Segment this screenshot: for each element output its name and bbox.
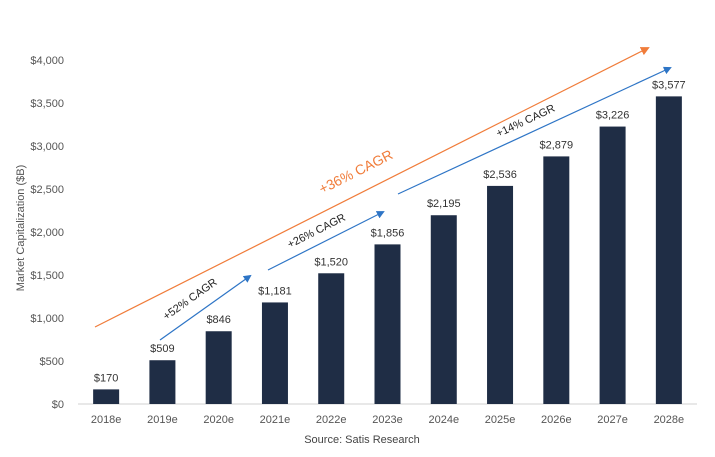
x-axis-ticks: 2018e 2019e 2020e 2021e 2022e 2023e 2024e 2025e…	[91, 414, 684, 426]
bars	[93, 96, 682, 405]
x-tick-label: 2019e	[147, 414, 178, 426]
cagr-label: +36% CAGR	[316, 146, 395, 197]
data-label: $1,181	[258, 285, 292, 297]
data-label: $846	[206, 314, 230, 326]
x-tick-label: 2025e	[485, 414, 516, 426]
data-label: $3,577	[652, 79, 686, 91]
bar	[261, 302, 288, 404]
x-tick-label: 2026e	[541, 414, 572, 426]
data-label: $3,226	[596, 110, 630, 122]
x-tick-label: 2020e	[203, 414, 234, 426]
cagr-arrow	[94, 47, 650, 328]
bar	[655, 96, 682, 405]
bar	[374, 244, 401, 404]
bar	[599, 126, 626, 405]
y-axis-title-group: Market Capitalization ($B)	[15, 165, 27, 292]
y-tick-label: $4,000	[30, 55, 64, 67]
x-tick-label: 2028e	[654, 414, 685, 426]
bar	[430, 215, 457, 404]
x-tick-label: 2018e	[91, 414, 122, 426]
y-axis-title: Market Capitalization ($B)	[15, 165, 27, 292]
bar	[149, 360, 176, 404]
y-tick-label: $0	[52, 399, 64, 411]
x-tick-label: 2027e	[597, 414, 628, 426]
x-tick-label: 2022e	[316, 414, 347, 426]
cagr-arrow	[267, 211, 385, 271]
data-label: $2,195	[427, 198, 461, 210]
y-tick-label: $1,500	[30, 270, 64, 282]
source-note: Source: Satis Research	[304, 434, 420, 446]
data-label: $2,536	[483, 169, 517, 181]
y-axis-ticks: $0 $500 $1,000 $1,500 $2,000 $2,500 $3,000 $3,5…	[30, 55, 64, 411]
cagr-arrow	[159, 274, 252, 341]
x-tick-label: 2021e	[260, 414, 291, 426]
y-tick-label: $1,000	[30, 313, 64, 325]
data-label: $1,520	[314, 256, 348, 268]
data-label: $1,856	[371, 227, 405, 239]
data-labels: $170 $509 $846 $1,181 $1,520 $1,856 $2,195 $2,5…	[94, 79, 686, 384]
bar	[205, 331, 232, 404]
x-tick-label: 2023e	[372, 414, 403, 426]
x-tick-label: 2024e	[428, 414, 459, 426]
y-tick-label: $3,500	[30, 98, 64, 110]
bar	[487, 185, 514, 404]
bar	[93, 389, 120, 404]
y-tick-label: $3,000	[30, 141, 64, 153]
y-tick-label: $500	[40, 356, 64, 368]
data-label: $509	[150, 343, 174, 355]
data-label: $170	[94, 372, 118, 384]
cagr-arrow	[397, 66, 672, 195]
y-tick-label: $2,000	[30, 227, 64, 239]
y-tick-label: $2,500	[30, 184, 64, 196]
bar	[318, 273, 345, 404]
bar	[543, 156, 570, 404]
data-label: $2,879	[539, 139, 573, 151]
